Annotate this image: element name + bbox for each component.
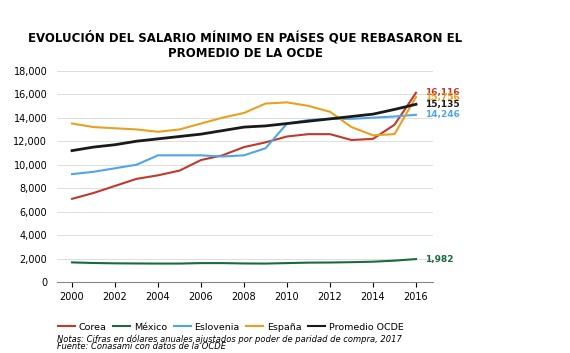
Text: 16,116: 16,116 xyxy=(425,88,459,97)
Text: 1,982: 1,982 xyxy=(425,255,453,264)
Text: 15,135: 15,135 xyxy=(425,100,459,109)
Text: 14,246: 14,246 xyxy=(425,110,459,119)
Legend: Corea, México, Eslovenia, España, Promedio OCDE: Corea, México, Eslovenia, España, Promed… xyxy=(54,319,408,335)
Text: Notas: Cifras en dólares anuales ajustados por poder de paridad de compra, 2017: Notas: Cifras en dólares anuales ajustad… xyxy=(57,335,402,345)
Text: 15,756: 15,756 xyxy=(425,92,459,102)
Text: Fuente: Conasami con datos de la OCDE: Fuente: Conasami con datos de la OCDE xyxy=(57,342,226,352)
Title: EVOLUCIÓN DEL SALARIO MÍNIMO EN PAÍSES QUE REBASARON EL
PROMEDIO DE LA OCDE: EVOLUCIÓN DEL SALARIO MÍNIMO EN PAÍSES Q… xyxy=(28,31,462,60)
